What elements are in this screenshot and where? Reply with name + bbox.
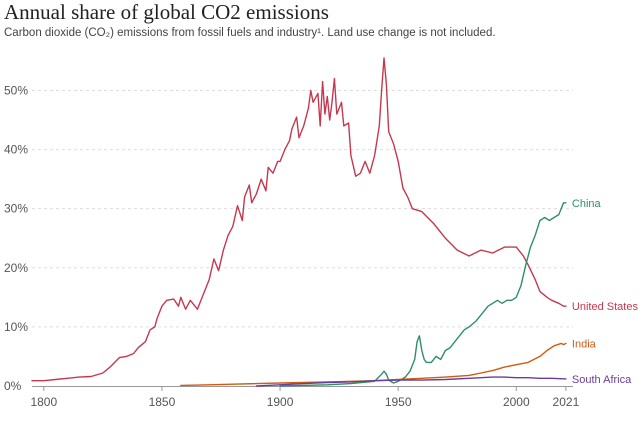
series-label-united-states: United States [572,301,639,313]
x-tick-label: 1850 [149,395,176,409]
y-tick-label: 0% [4,379,22,393]
y-tick-label: 30% [4,202,28,216]
grid-lines [32,89,573,328]
series-label-south-africa: South Africa [572,374,632,386]
x-tick-label: 1950 [385,395,412,409]
chart-title: Annual share of global CO2 emissions [4,0,329,24]
x-tick-label: 1800 [30,395,57,409]
y-tick-label: 50% [4,83,28,97]
series-lines [31,57,567,387]
series-line-south-africa [255,376,567,387]
axis-ticks: 0% 10% 20% 30% 40% 50% 1800 1850 1900 1950 2000 202… [4,83,580,409]
x-tick-label: 1900 [267,395,294,409]
y-tick-label: 40% [4,143,28,157]
x-tick-label: 2021 [553,395,580,409]
series-label-india: India [572,338,597,350]
series-line-united-states [31,57,567,382]
series-line-india [180,342,567,387]
x-tick-label: 2000 [503,395,530,409]
series-line-china [279,202,567,387]
y-tick-label: 10% [4,320,28,334]
chart-subtitle: Carbon dioxide (CO₂) emissions from foss… [4,27,496,39]
series-label-china: China [572,198,602,210]
series-labels: United States China India South Africa [572,198,639,386]
y-tick-label: 20% [4,261,28,275]
x-axis [32,386,573,391]
